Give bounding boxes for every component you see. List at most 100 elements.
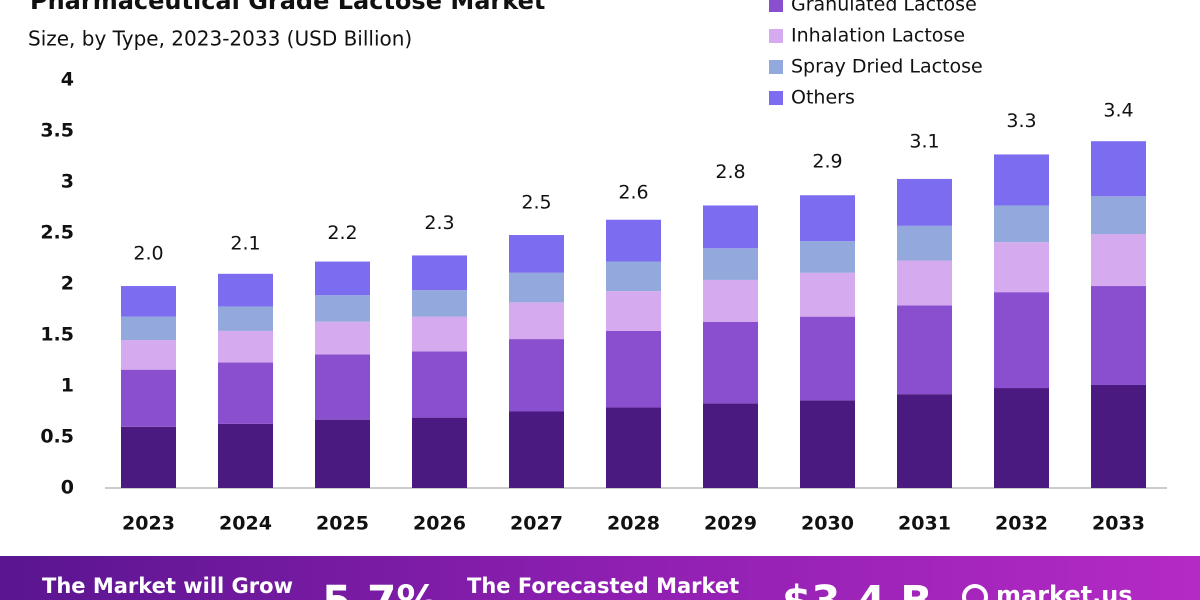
- bar-segment: [1091, 286, 1146, 385]
- bar-segment: [800, 195, 855, 242]
- y-tick-label: 2: [61, 273, 74, 295]
- bar-segment: [800, 400, 855, 488]
- bar-segment: [121, 426, 176, 488]
- total-label: 2.6: [618, 181, 648, 203]
- bar-segment: [897, 178, 952, 226]
- bar-segment: [800, 316, 855, 401]
- bar-segment: [509, 339, 564, 412]
- bar-segment: [509, 411, 564, 488]
- y-tick-label: 1.5: [40, 324, 74, 346]
- x-tick-label: 2023: [122, 513, 175, 535]
- total-label: 2.2: [327, 222, 357, 244]
- bar-segment: [606, 291, 661, 331]
- bar-segment: [121, 369, 176, 427]
- bar-segment: [509, 235, 564, 273]
- bar-segment: [994, 388, 1049, 488]
- x-tick-label: 2024: [219, 513, 272, 535]
- total-label: 2.5: [521, 192, 551, 214]
- bar-segment: [897, 305, 952, 395]
- banner: [0, 556, 1200, 600]
- bar-segment: [218, 273, 273, 307]
- y-tick-label: 3.5: [40, 120, 74, 142]
- bar-segment: [509, 302, 564, 340]
- bar-segment: [703, 248, 758, 280]
- bar-segment: [121, 286, 176, 317]
- y-tick-label: 1: [61, 375, 74, 397]
- bar-segment: [606, 219, 661, 262]
- bar-segment: [994, 154, 1049, 206]
- x-tick-label: 2026: [413, 513, 466, 535]
- x-tick-label: 2032: [995, 513, 1048, 535]
- bar-segment: [1091, 196, 1146, 235]
- legend-label: Others: [791, 87, 855, 109]
- bar-segment: [315, 321, 370, 355]
- bar-segment: [218, 362, 273, 424]
- y-tick-label: 3: [61, 171, 74, 193]
- bar-segment: [1091, 234, 1146, 287]
- legend-swatch: [769, 0, 783, 12]
- bar-segment: [315, 295, 370, 322]
- total-label: 3.4: [1103, 100, 1133, 122]
- bar-segment: [412, 290, 467, 317]
- bar-segment: [703, 279, 758, 322]
- bar-segment: [1091, 384, 1146, 488]
- bar-segment: [218, 423, 273, 488]
- legend-swatch: [769, 29, 783, 43]
- x-tick-label: 2028: [607, 513, 660, 535]
- bar-segment: [412, 351, 467, 418]
- bar-segment: [218, 330, 273, 363]
- banner-growth: 5.7%: [322, 577, 438, 600]
- bar-segment: [121, 340, 176, 370]
- banner-text: The Forecasted Market: [467, 574, 739, 598]
- bar-segment: [412, 255, 467, 291]
- bar-segment: [315, 419, 370, 488]
- x-tick-label: 2033: [1092, 513, 1145, 535]
- bar-segment: [800, 241, 855, 273]
- chart-title: Pharmaceutical Grade Lactose Market: [30, 0, 545, 15]
- total-label: 2.3: [424, 212, 454, 234]
- x-tick-label: 2025: [316, 513, 369, 535]
- banner-text: The Market will Grow: [42, 574, 293, 598]
- bar-segment: [994, 242, 1049, 293]
- legend-swatch: [769, 60, 783, 74]
- banner-forecast: $3.4 B: [782, 577, 932, 600]
- x-tick-label: 2030: [801, 513, 854, 535]
- bar-segment: [218, 306, 273, 331]
- bar-segment: [800, 272, 855, 317]
- total-label: 2.0: [133, 243, 163, 265]
- bar-segment: [703, 403, 758, 488]
- bar-segment: [606, 330, 661, 408]
- total-label: 2.9: [812, 151, 842, 173]
- total-label: 2.8: [715, 161, 745, 183]
- brand-logo: [962, 584, 988, 600]
- legend-label: Spray Dried Lactose: [791, 56, 983, 78]
- y-tick-label: 0.5: [40, 426, 74, 448]
- bar-segment: [509, 272, 564, 303]
- x-tick-label: 2031: [898, 513, 951, 535]
- x-tick-label: 2029: [704, 513, 757, 535]
- bar-segment: [897, 394, 952, 488]
- legend-label: Granulated Lactose: [791, 0, 977, 16]
- y-tick-label: 2.5: [40, 222, 74, 244]
- bar-segment: [606, 407, 661, 488]
- total-label: 3.3: [1006, 110, 1036, 132]
- bar-segment: [897, 260, 952, 306]
- bar-segment: [897, 225, 952, 261]
- plot: 0 0.5 1 1.5 2 2.5 3 3.5 4 2.0 2023 2.1 2024 2.2 2025 2.…: [40, 69, 1167, 535]
- bar-segment: [703, 205, 758, 249]
- bar-segment: [606, 261, 661, 292]
- legend-swatch: [769, 91, 783, 105]
- legend: Granulated Lactose Inhalation Lactose Spra…: [769, 0, 983, 109]
- total-label: 3.1: [909, 130, 939, 152]
- brand: market.us: [996, 581, 1133, 600]
- bar-segment: [1091, 141, 1146, 197]
- y-tick-label: 4: [61, 69, 74, 91]
- bar-segment: [315, 261, 370, 296]
- bar-segment: [994, 205, 1049, 243]
- legend-label: Inhalation Lactose: [791, 25, 965, 47]
- bar-segment: [121, 316, 176, 341]
- bar-segment: [315, 354, 370, 420]
- bar-segment: [412, 417, 467, 488]
- bar-segment: [994, 292, 1049, 389]
